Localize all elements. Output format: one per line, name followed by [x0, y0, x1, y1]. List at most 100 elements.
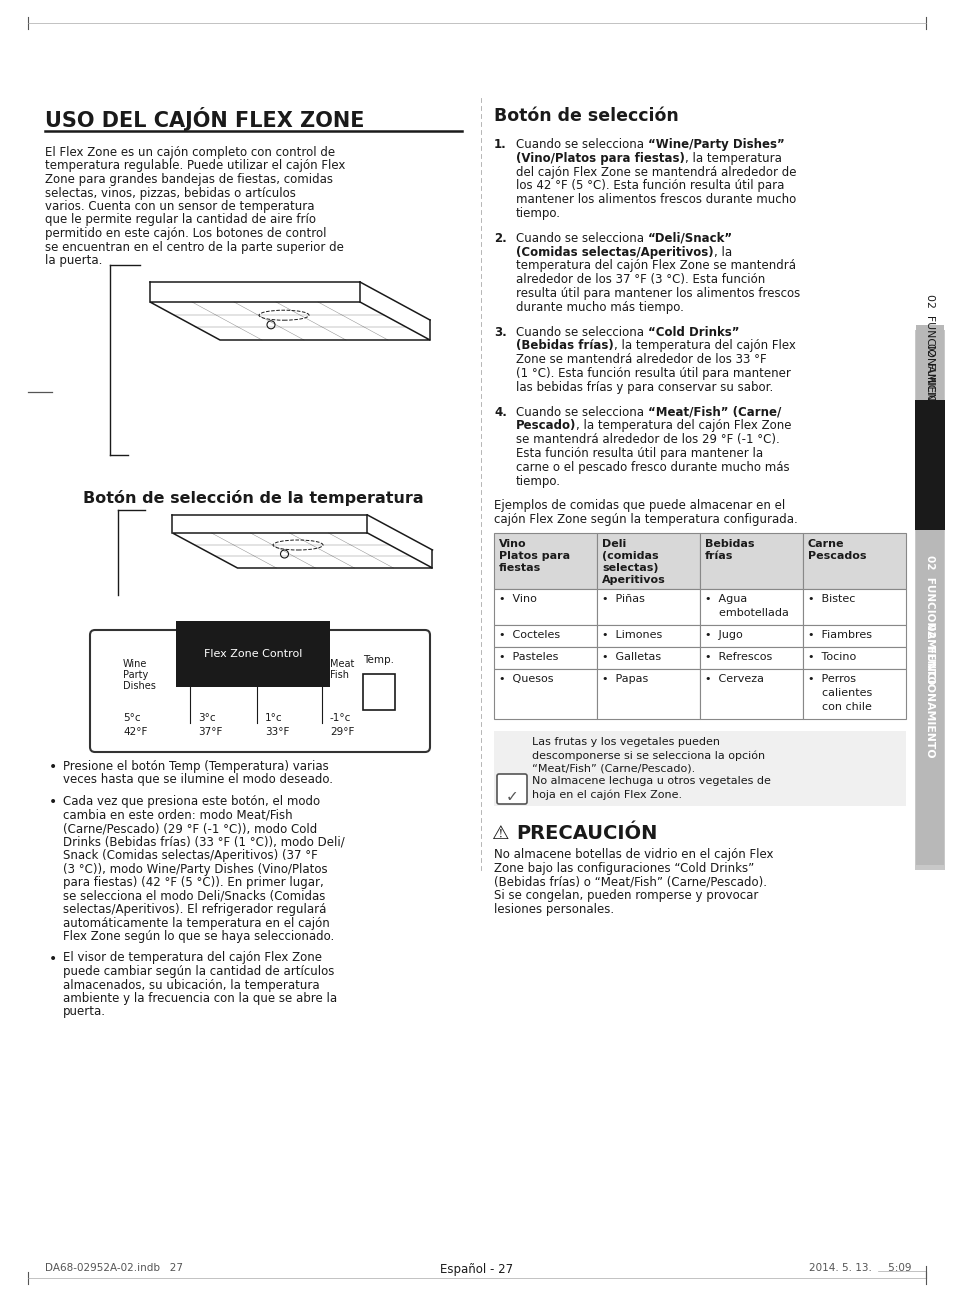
Bar — [494, 669, 597, 719]
Text: USO DEL CAJÓN FLEX ZONE: USO DEL CAJÓN FLEX ZONE — [45, 107, 364, 131]
Text: embotellada: embotellada — [704, 608, 788, 618]
Text: veces hasta que se ilumine el modo deseado.: veces hasta que se ilumine el modo desea… — [63, 774, 333, 787]
Text: 02  FUNCIONAMIENTO: 02 FUNCIONAMIENTO — [924, 342, 934, 458]
Text: (Carne/Pescado) (29 °F (-1 °C)), modo Cold: (Carne/Pescado) (29 °F (-1 °C)), modo Co… — [63, 822, 317, 835]
Text: , la temperatura del cajón Flex Zone: , la temperatura del cajón Flex Zone — [576, 419, 791, 432]
Text: Meat: Meat — [330, 660, 354, 669]
Bar — [914, 700, 944, 870]
Text: “Cold Drinks”: “Cold Drinks” — [647, 325, 739, 338]
Text: tiempo.: tiempo. — [516, 475, 560, 488]
Text: resulta útil para mantener los alimentos frescos: resulta útil para mantener los alimentos… — [516, 288, 800, 301]
Text: •  Vino: • Vino — [498, 595, 537, 604]
Text: 5°c: 5°c — [123, 713, 140, 723]
FancyBboxPatch shape — [90, 630, 430, 752]
Text: que le permite regular la cantidad de aire frío: que le permite regular la cantidad de ai… — [45, 213, 315, 226]
Text: mantener los alimentos frescos durante mucho: mantener los alimentos frescos durante m… — [516, 194, 796, 206]
Text: Ejemplos de comidas que puede almacenar en el: Ejemplos de comidas que puede almacenar … — [494, 500, 784, 513]
Text: PRECAUCIÓN: PRECAUCIÓN — [516, 824, 657, 843]
Text: Snack (Comidas selectas/Aperitivos) (37 °F: Snack (Comidas selectas/Aperitivos) (37 … — [63, 850, 317, 863]
Text: Cuando se selecciona: Cuando se selecciona — [516, 232, 647, 245]
Text: El Flex Zone es un cajón completo con control de: El Flex Zone es un cajón completo con co… — [45, 146, 335, 159]
Bar — [494, 731, 905, 807]
Text: Cuando se selecciona: Cuando se selecciona — [516, 406, 647, 419]
Text: (comidas: (comidas — [601, 552, 658, 561]
Bar — [700, 589, 802, 624]
Text: Presione el botón Temp (Temperatura) varias: Presione el botón Temp (Temperatura) var… — [63, 760, 329, 773]
Bar — [802, 624, 905, 647]
Text: •  Refrescos: • Refrescos — [704, 652, 771, 662]
Text: Zone se mantendrá alrededor de los 33 °F: Zone se mantendrá alrededor de los 33 °F — [516, 353, 766, 366]
Bar — [597, 624, 700, 647]
Text: (Vino/Platos para fiestas): (Vino/Platos para fiestas) — [516, 152, 684, 165]
Text: Cada vez que presiona este botón, el modo: Cada vez que presiona este botón, el mod… — [63, 795, 320, 808]
Text: Botón de selección de la temperatura: Botón de selección de la temperatura — [83, 490, 423, 506]
Text: No almacene lechuga u otros vegetales de: No almacene lechuga u otros vegetales de — [532, 775, 770, 786]
Text: El visor de temperatura del cajón Flex Zone: El visor de temperatura del cajón Flex Z… — [63, 951, 322, 964]
Text: , la temperatura: , la temperatura — [684, 152, 781, 165]
Text: Party: Party — [123, 670, 148, 680]
Text: tiempo.: tiempo. — [516, 207, 560, 220]
Text: Aperitivos: Aperitivos — [601, 575, 665, 585]
Text: •  Pasteles: • Pasteles — [498, 652, 558, 662]
Text: (1 °C). Esta función resulta útil para mantener: (1 °C). Esta función resulta útil para m… — [516, 367, 790, 380]
Text: •  Fiambres: • Fiambres — [807, 630, 871, 640]
Text: ✓: ✓ — [505, 788, 517, 804]
Text: fiestas: fiestas — [498, 563, 540, 572]
Bar — [494, 589, 597, 624]
Text: temperatura del cajón Flex Zone se mantendrá: temperatura del cajón Flex Zone se mante… — [516, 259, 795, 272]
Text: -1°c: -1°c — [330, 713, 351, 723]
Text: Flex Zone según lo que se haya seleccionado.: Flex Zone según lo que se haya seleccion… — [63, 930, 334, 943]
Text: cajón Flex Zone según la temperatura configurada.: cajón Flex Zone según la temperatura con… — [494, 513, 797, 526]
Text: •  Quesos: • Quesos — [498, 674, 553, 684]
Bar — [597, 669, 700, 719]
Text: los 42 °F (5 °C). Esta función resulta útil para: los 42 °F (5 °C). Esta función resulta ú… — [516, 180, 783, 193]
Text: No almacene botellas de vidrio en el cajón Flex: No almacene botellas de vidrio en el caj… — [494, 848, 773, 861]
Text: , la temperatura del cajón Flex: , la temperatura del cajón Flex — [613, 340, 795, 353]
Text: 4.: 4. — [494, 406, 506, 419]
Text: (3 °C)), modo Wine/Party Dishes (Vino/Platos: (3 °C)), modo Wine/Party Dishes (Vino/Pl… — [63, 863, 327, 876]
Bar — [494, 647, 597, 669]
Text: “Wine/Party Dishes”: “Wine/Party Dishes” — [647, 138, 783, 151]
Text: selectas, vinos, pizzas, bebidas o artículos: selectas, vinos, pizzas, bebidas o artíc… — [45, 186, 295, 199]
Bar — [802, 647, 905, 669]
Text: durante mucho más tiempo.: durante mucho más tiempo. — [516, 301, 683, 314]
Bar — [700, 624, 802, 647]
Text: Flex Zone Control: Flex Zone Control — [204, 649, 302, 660]
Text: la puerta.: la puerta. — [45, 254, 102, 267]
Text: 29°F: 29°F — [330, 727, 354, 736]
Text: •  Perros: • Perros — [807, 674, 855, 684]
Text: 3°c: 3°c — [198, 713, 215, 723]
Text: Carne: Carne — [807, 539, 843, 549]
Text: calientes: calientes — [807, 688, 871, 699]
Text: •: • — [49, 795, 57, 809]
Text: las bebidas frías y para conservar su sabor.: las bebidas frías y para conservar su sa… — [516, 381, 773, 394]
Text: •  Cocteles: • Cocteles — [498, 630, 559, 640]
Text: puerta.: puerta. — [63, 1006, 106, 1019]
Text: del cajón Flex Zone se mantendrá alrededor de: del cajón Flex Zone se mantendrá alreded… — [516, 165, 796, 178]
Text: 1°c: 1°c — [265, 713, 282, 723]
Bar — [494, 624, 597, 647]
Bar — [914, 330, 944, 700]
Text: •  Limones: • Limones — [601, 630, 661, 640]
Text: Deli: Deli — [198, 660, 217, 669]
Text: •  Tocino: • Tocino — [807, 652, 856, 662]
Text: selectas/Aperitivos). El refrigerador regulará: selectas/Aperitivos). El refrigerador re… — [63, 903, 326, 916]
Text: automáticamente la temperatura en el cajón: automáticamente la temperatura en el caj… — [63, 916, 330, 929]
Text: cambia en este orden: modo Meat/Fish: cambia en este orden: modo Meat/Fish — [63, 808, 293, 821]
Text: se mantendrá alrededor de los 29 °F (-1 °C).: se mantendrá alrededor de los 29 °F (-1 … — [516, 433, 779, 446]
Text: Drinks: Drinks — [265, 670, 296, 680]
Text: 1.: 1. — [494, 138, 506, 151]
Text: Pescado): Pescado) — [516, 419, 576, 432]
Text: (Comidas selectas/Aperitivos): (Comidas selectas/Aperitivos) — [516, 246, 713, 259]
Bar — [700, 669, 802, 719]
Text: Fish: Fish — [330, 670, 349, 680]
Text: •: • — [49, 951, 57, 965]
Text: •  Bistec: • Bistec — [807, 595, 855, 604]
Text: “Deli/Snack”: “Deli/Snack” — [647, 232, 732, 245]
Text: Zone bajo las configuraciones “Cold Drinks”: Zone bajo las configuraciones “Cold Drin… — [494, 861, 754, 874]
Text: ⚠: ⚠ — [492, 824, 509, 843]
Bar — [597, 533, 700, 589]
Text: Si se congelan, pueden romperse y provocar: Si se congelan, pueden romperse y provoc… — [494, 890, 758, 903]
Text: 2.: 2. — [494, 232, 506, 245]
Text: DA68-02952A-02.indb   27: DA68-02952A-02.indb 27 — [45, 1263, 183, 1272]
